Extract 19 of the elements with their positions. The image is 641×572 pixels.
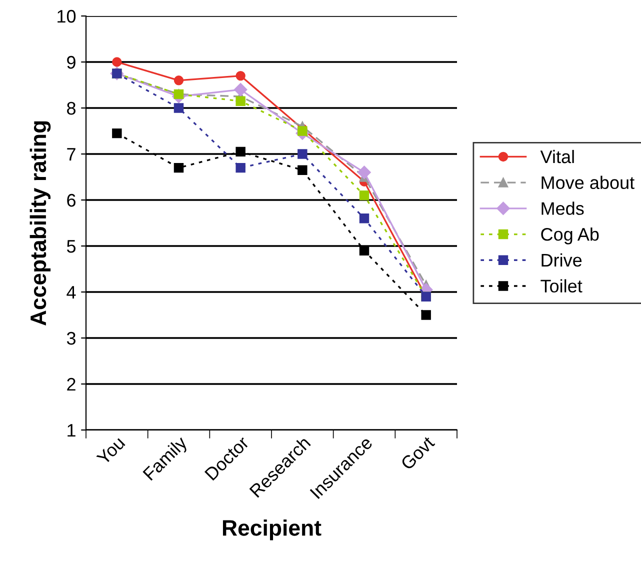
legend-label: Vital (540, 150, 574, 164)
y-tick-label: 4 (66, 286, 76, 299)
y-tick-label: 6 (67, 194, 76, 207)
y-tick-label: 3 (66, 332, 76, 345)
y-tick-label: 8 (67, 102, 76, 115)
y-tick-label: 10 (58, 10, 76, 23)
legend-label: Toilet (540, 279, 582, 292)
y-tick-label: 9 (67, 56, 76, 69)
legend-label: Move about (542, 176, 634, 190)
y-tick-label: 5 (66, 240, 76, 253)
y-tick-label: 7 (67, 148, 76, 161)
y-axis-title: Acceptability rating (30, 121, 51, 326)
legend-label: Cog Ab (541, 228, 599, 244)
legend-label: Drive (542, 253, 582, 267)
x-tick-label: You (96, 436, 126, 466)
y-tick-label: 1 (68, 424, 76, 437)
legend-label: Meds (542, 202, 584, 215)
x-axis-title: Recipient (222, 519, 322, 540)
y-tick-label: 2 (67, 378, 76, 391)
